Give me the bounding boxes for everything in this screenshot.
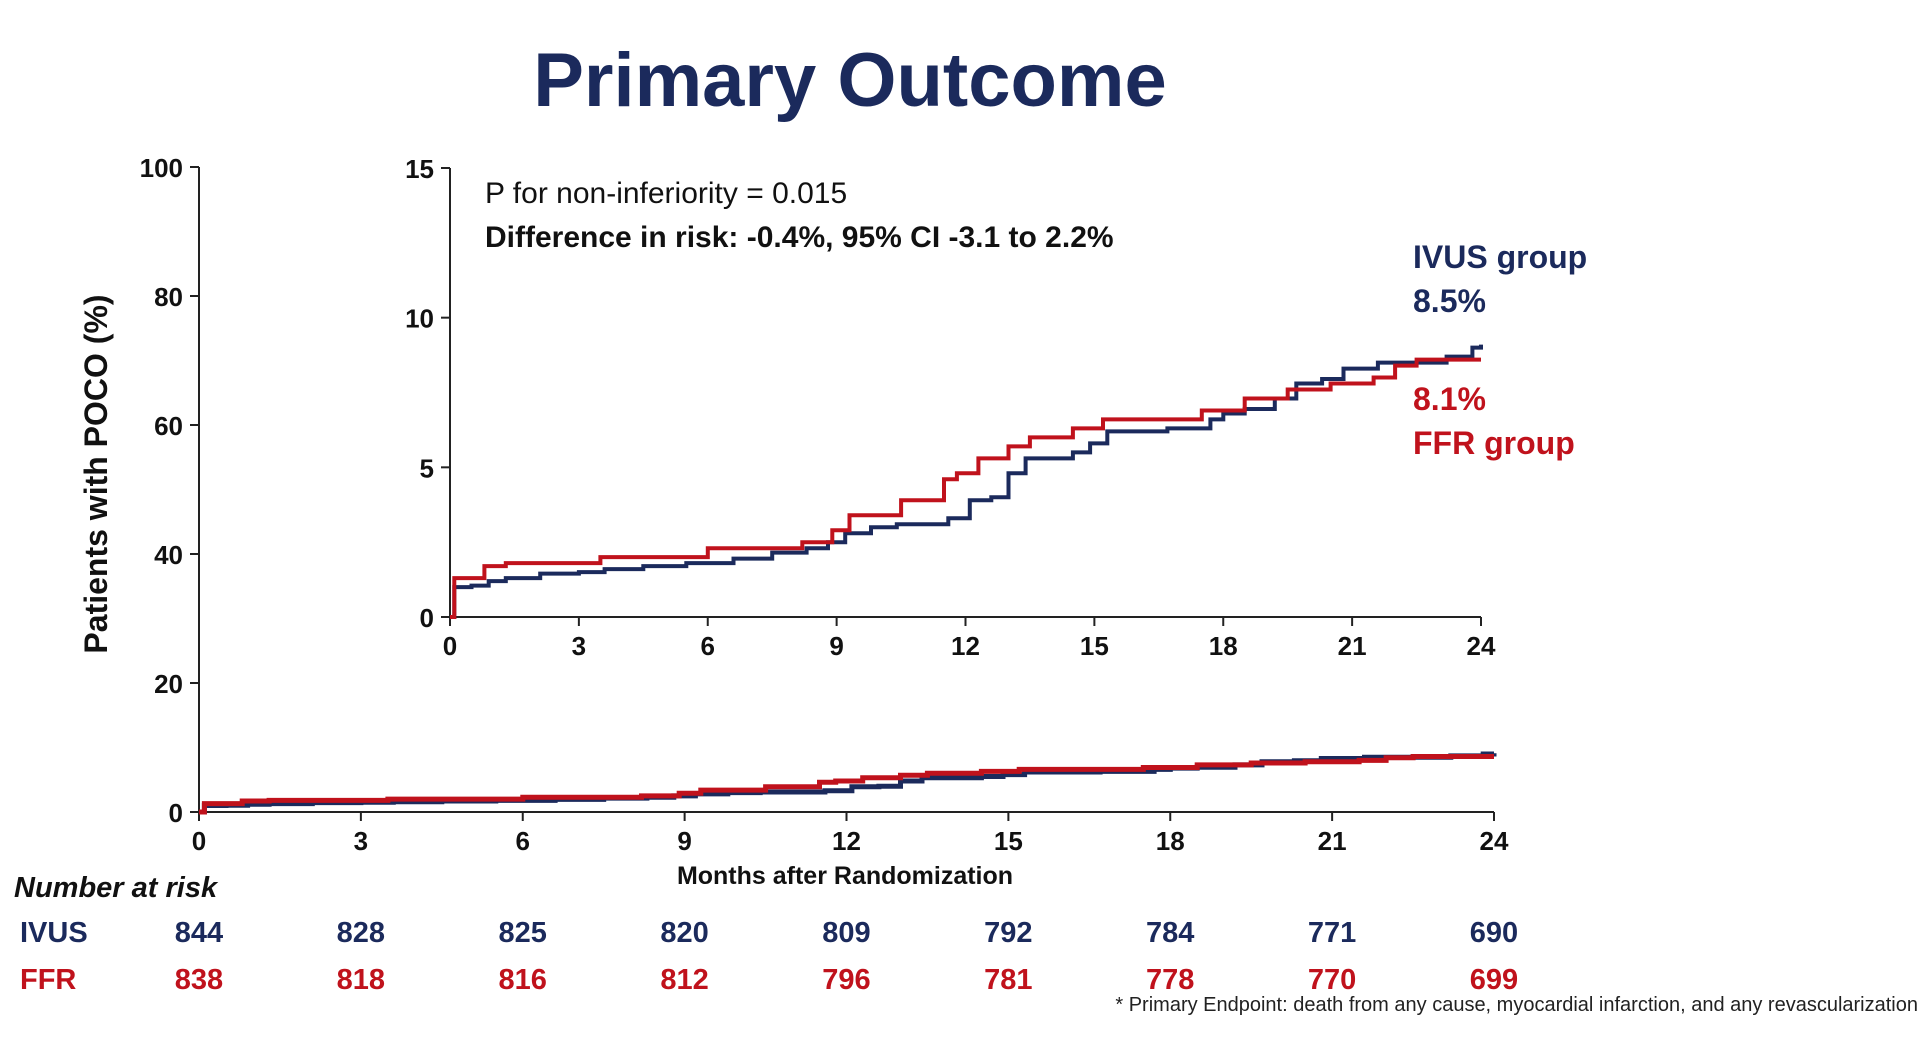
main-y-tick-label: 0: [169, 798, 183, 828]
risk-value-ffr: 818: [337, 964, 385, 996]
inset-x-tick-label: 15: [1080, 631, 1109, 661]
risk-value-ivus: 771: [1308, 917, 1356, 949]
main-y-tick-label: 40: [154, 540, 183, 570]
inset-x-tick-label: 3: [572, 631, 586, 661]
inset-axes: 0 5 10 15 0 3 6 9 12 15 18 21 24: [405, 154, 1496, 661]
p-value-annotation: P for non-inferiority = 0.015: [485, 177, 847, 210]
main-x-tick-label: 18: [1156, 826, 1185, 856]
legend: IVUS group 8.5% 8.1% FFR group: [1413, 239, 1587, 461]
main-x-tick-label: 0: [192, 826, 206, 856]
risk-value-ffr: 816: [499, 964, 547, 996]
main-x-tick-label: 12: [832, 826, 861, 856]
inset-y-tick-label: 0: [420, 603, 434, 633]
risk-value-ffr: 781: [984, 964, 1032, 996]
main-y-tick-label: 100: [140, 153, 183, 183]
legend-ffr-value: 8.1%: [1413, 381, 1486, 417]
main-y-tick-label: 60: [154, 411, 183, 441]
main-x-tick-label: 6: [516, 826, 530, 856]
inset-chart: 0 5 10 15 0 3 6 9 12 15 18 21 24 P for non-inferiori…: [405, 154, 1496, 661]
inset-x-tick-label: 18: [1209, 631, 1238, 661]
main-series-ffr-line: [199, 754, 1494, 815]
main-x-tick-label: 3: [354, 826, 368, 856]
risk-value-ffr: 699: [1470, 964, 1518, 996]
risk-value-ivus: 784: [1146, 917, 1194, 949]
inset-curves: [450, 344, 1483, 619]
legend-ivus-value: 8.5%: [1413, 283, 1486, 319]
difference-annotation: Difference in risk: -0.4%, 95% CI -3.1 t…: [485, 221, 1114, 254]
y-axis-label: Patients with POCO (%): [78, 294, 114, 653]
risk-value-ivus: 825: [499, 917, 547, 949]
risk-value-ivus: 809: [822, 917, 870, 949]
main-x-tick-label: 15: [994, 826, 1023, 856]
inset-x-tick-label: 9: [829, 631, 843, 661]
inset-x-tick-label: 6: [701, 631, 715, 661]
footnote: * Primary Endpoint: death from any cause…: [1115, 994, 1918, 1016]
risk-value-ffr: 838: [175, 964, 223, 996]
inset-x-tick-label: 21: [1338, 631, 1367, 661]
risk-table: Number at risk IVUS FFR 844 828 825 820 809 7…: [14, 872, 1518, 996]
risk-value-ivus: 792: [984, 917, 1032, 949]
inset-y-tick-label: 10: [405, 304, 434, 334]
main-y-tick-label: 80: [154, 282, 183, 312]
main-curves: [199, 751, 1497, 815]
risk-value-ffr: 812: [660, 964, 708, 996]
inset-y-tick-label: 5: [420, 453, 434, 483]
risk-value-ivus: 828: [337, 917, 385, 949]
risk-value-ivus: 820: [660, 917, 708, 949]
inset-x-tick-label: 24: [1467, 631, 1496, 661]
risk-value-ffr: 770: [1308, 964, 1356, 996]
page-title: Primary Outcome: [533, 38, 1167, 123]
main-x-tick-label: 21: [1318, 826, 1347, 856]
main-x-tick-label: 9: [677, 826, 691, 856]
inset-y-tick-label: 15: [405, 154, 434, 184]
risk-value-ivus: 690: [1470, 917, 1518, 949]
risk-value-ffr: 796: [822, 964, 870, 996]
inset-series-ffr-line: [450, 357, 1481, 619]
risk-table-title: Number at risk: [14, 872, 219, 904]
inset-x-tick-label: 12: [951, 631, 980, 661]
inset-x-tick-label: 0: [443, 631, 457, 661]
risk-value-ffr: 778: [1146, 964, 1194, 996]
main-y-tick-label: 20: [154, 669, 183, 699]
main-x-tick-label: 24: [1480, 826, 1509, 856]
risk-row-label-ivus: IVUS: [20, 917, 88, 949]
x-axis-label: Months after Randomization: [677, 862, 1013, 890]
risk-values: 844 828 825 820 809 792 784 771 690 838 818 816 812 7…: [175, 917, 1518, 996]
legend-ivus-name: IVUS group: [1413, 239, 1587, 275]
risk-row-label-ffr: FFR: [20, 964, 76, 996]
inset-series-ivus-line: [450, 344, 1483, 619]
risk-value-ivus: 844: [175, 917, 223, 949]
legend-ffr-name: FFR group: [1413, 425, 1575, 461]
